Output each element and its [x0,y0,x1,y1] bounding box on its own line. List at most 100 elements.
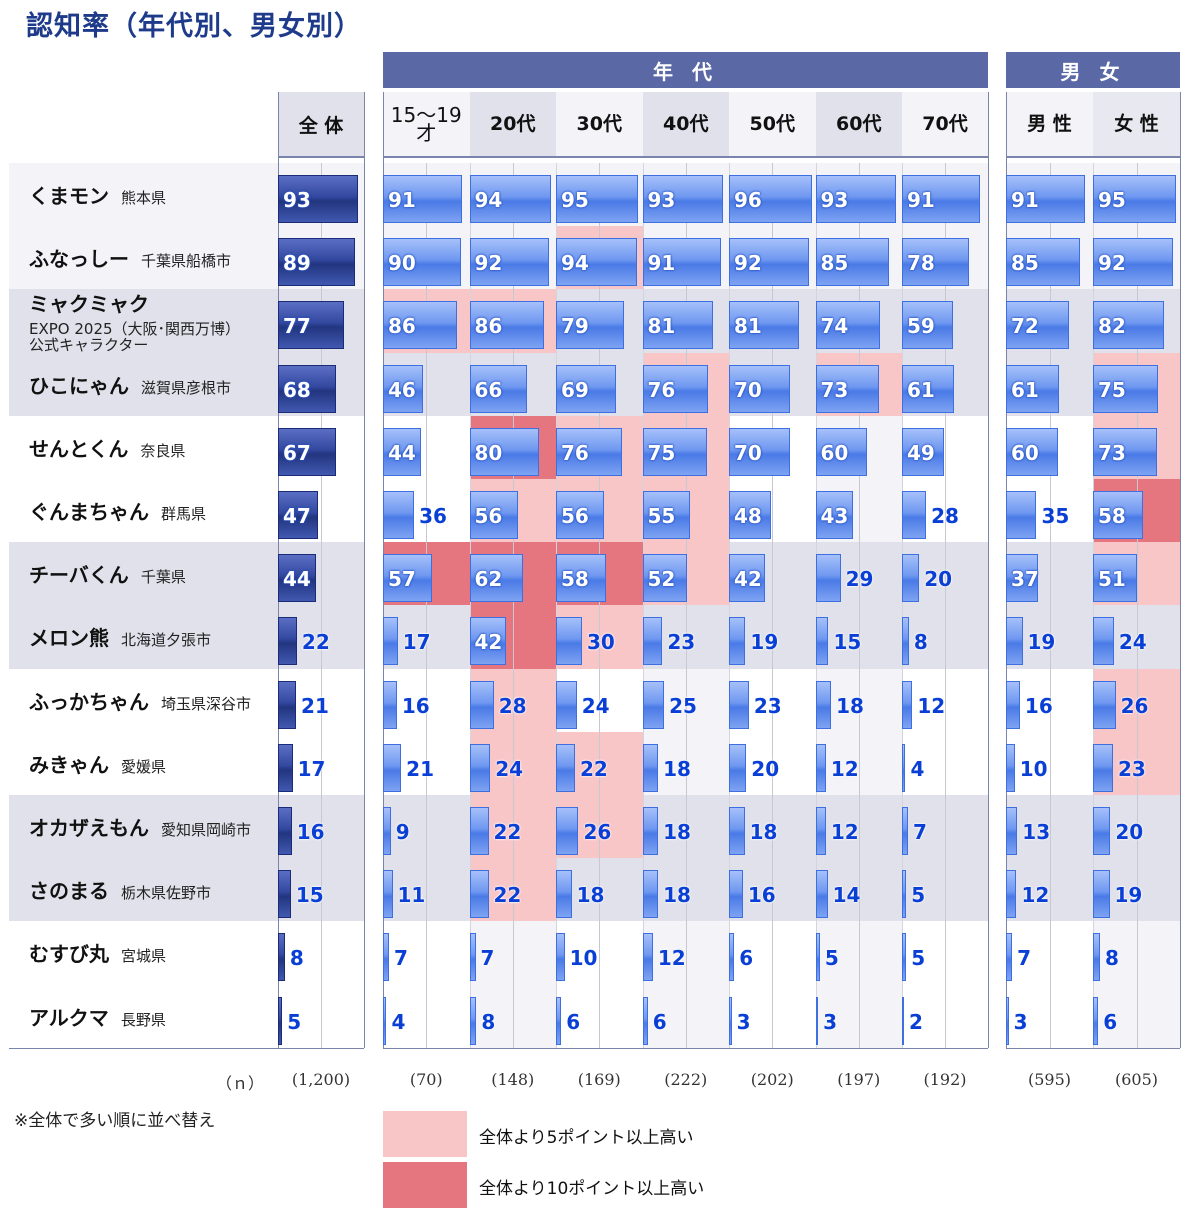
bar [383,933,390,982]
data-label: 16 [1024,693,1053,718]
data-label: 79 [561,314,589,339]
data-label: 91 [1011,188,1039,212]
data-label: 60 [820,440,849,465]
column-header: 女 性 [1093,92,1180,158]
data-label: 17 [297,756,326,781]
data-label: 91 [907,188,935,212]
bar [902,175,981,223]
bar [556,427,622,476]
bar [556,870,572,919]
data-label: 4 [910,756,925,781]
bar [1006,933,1013,982]
gap-background [364,605,383,670]
data-label: 70 [734,377,762,402]
overall-bar [278,680,297,729]
bar [902,870,907,919]
bar [469,807,489,855]
bar [902,554,920,603]
data-label: 18 [576,883,605,908]
data-label: 20 [924,567,953,592]
row-background [9,921,1180,986]
gap-background [988,921,1006,986]
overall-bar [278,427,336,476]
gap-background [364,352,383,417]
bar [469,301,544,350]
overall-bar [278,491,319,539]
data-label: 43 [820,504,849,528]
bar [902,807,909,855]
bar [642,617,663,666]
overall-bar [278,870,291,919]
bar [556,364,616,413]
data-label: 44 [283,567,311,592]
data-label: 57 [388,567,416,592]
data-label: 85 [1011,251,1039,276]
bar [815,238,890,287]
data-label: 61 [907,377,935,402]
data-label: 6 [1103,1009,1118,1034]
data-label: 3 [823,1009,838,1034]
data-label: 81 [647,314,676,339]
n-value: (192) [923,1070,967,1089]
data-label: 30 [586,630,615,655]
bar [1093,554,1138,603]
data-label: 90 [388,251,416,276]
character-region: 熊本県 [121,189,167,208]
data-label: 70 [734,440,762,465]
data-label: 93 [820,188,849,212]
character-name: むすび丸 [29,942,109,967]
gridline-50 [426,163,428,1048]
bar [815,427,868,476]
data-label: 21 [406,756,434,781]
bar [642,301,713,350]
row-label: せんとくん 奈良県 [9,416,277,479]
gridline-50 [858,163,860,1048]
gap-background [988,479,1006,543]
gridline-50 [945,163,946,1048]
data-label: 7 [913,820,927,844]
data-label: 69 [561,377,589,402]
character-region: 千葉県船橋市 [141,252,232,271]
gap-background [364,542,383,606]
gridline-50 [772,163,774,1048]
character-name: オカザえもん [29,816,149,841]
bar [1093,301,1165,350]
bar [729,996,732,1045]
character-name-line: みきゃん 愛媛県 [29,749,277,778]
character-region: 北海道夕張市 [121,631,212,650]
legend-label: 全体より10ポイント以上高い [479,1179,705,1199]
column-header: 60代 [815,92,902,158]
bar [383,617,398,666]
n-value: (202) [750,1070,794,1089]
data-label: 42 [734,567,762,592]
character-region: 千葉県 [140,568,186,587]
bar [729,491,771,539]
bar [642,364,709,413]
data-label: 12 [1021,883,1050,908]
gap-background [988,226,1006,290]
character-region: 奈良県 [140,441,186,460]
bar [642,238,722,287]
data-label: 62 [474,567,503,592]
gap-background [988,542,1006,606]
column-separator [556,163,557,1048]
character-name-line: ふっかちゃん 埼玉県深谷市 [29,686,277,715]
bar [815,364,879,413]
data-label: 16 [296,820,325,844]
bar [469,491,518,539]
row-label: チーバくん 千葉県 [9,542,277,605]
gap-background [364,984,383,1049]
data-label: 8 [289,946,304,971]
bar [383,743,402,792]
character-name: チーバくん [29,563,129,588]
group-header-1: 男 女 [1006,52,1180,88]
overall-bar [278,554,316,603]
bar [815,301,880,350]
legend-swatch [383,1111,467,1157]
overall-bar [278,301,345,350]
bar [556,491,605,539]
data-label: 19 [1114,883,1143,908]
data-label: 8 [1104,946,1119,971]
n-value: (70) [409,1070,443,1089]
data-label: 5 [824,946,839,971]
